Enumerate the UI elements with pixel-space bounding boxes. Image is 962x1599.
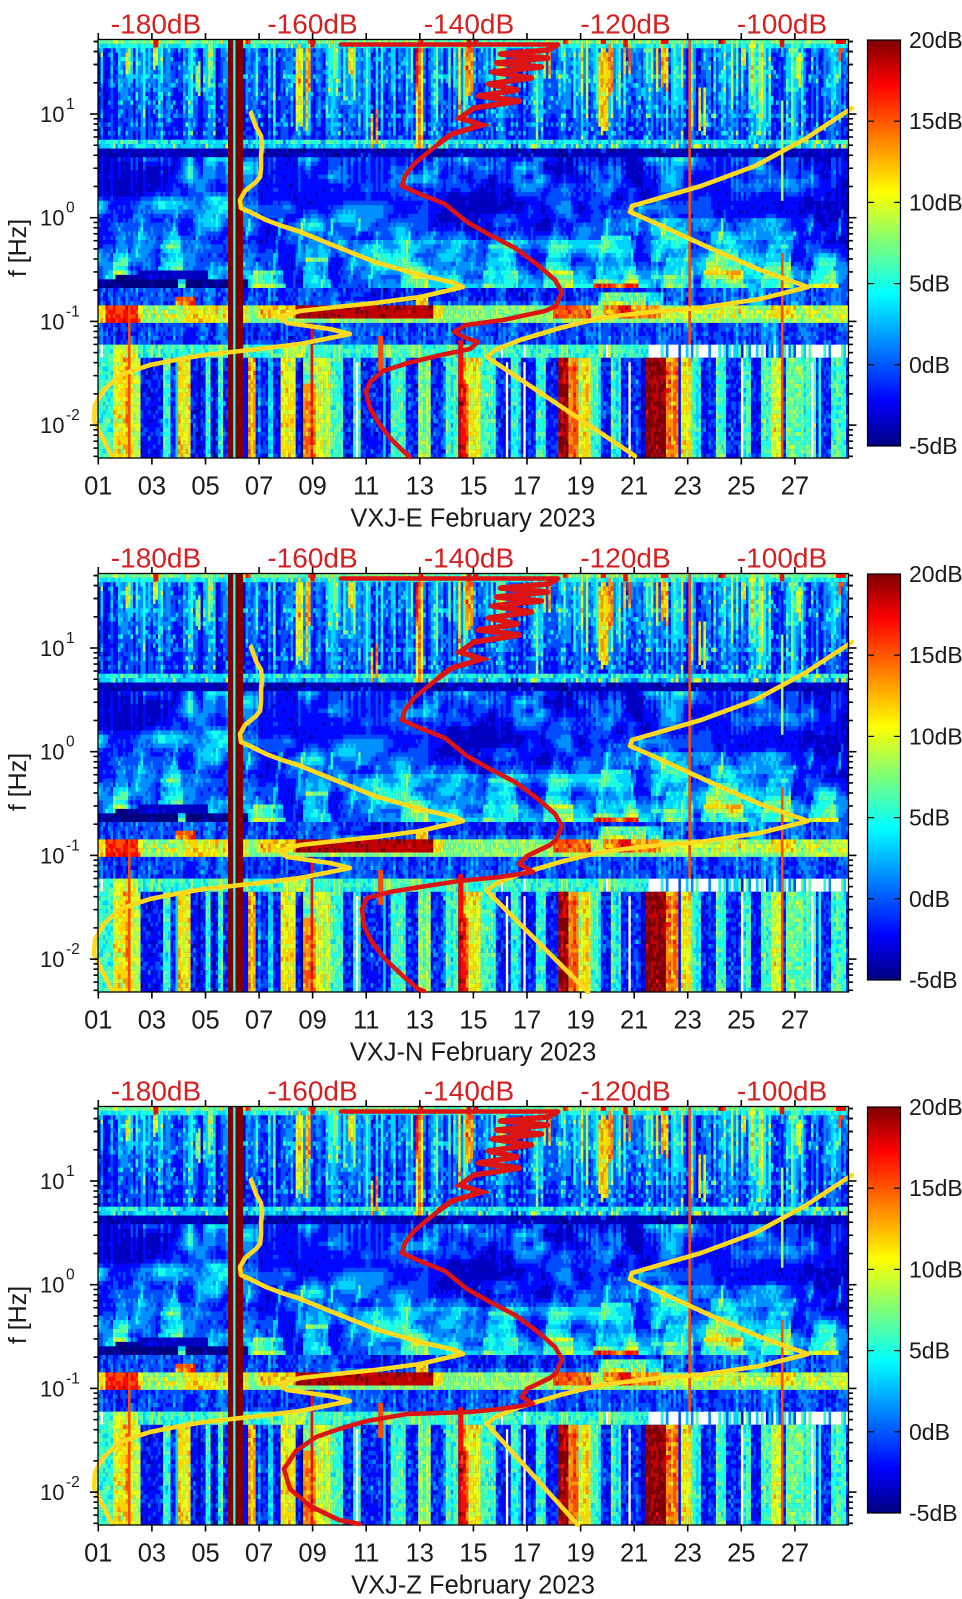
svg-text:VXJ-E February 2023: VXJ-E February 2023	[350, 505, 595, 533]
svg-text:VXJ-N February 2023: VXJ-N February 2023	[350, 1039, 597, 1067]
svg-text:VXJ-Z February 2023: VXJ-Z February 2023	[351, 1572, 595, 1599]
